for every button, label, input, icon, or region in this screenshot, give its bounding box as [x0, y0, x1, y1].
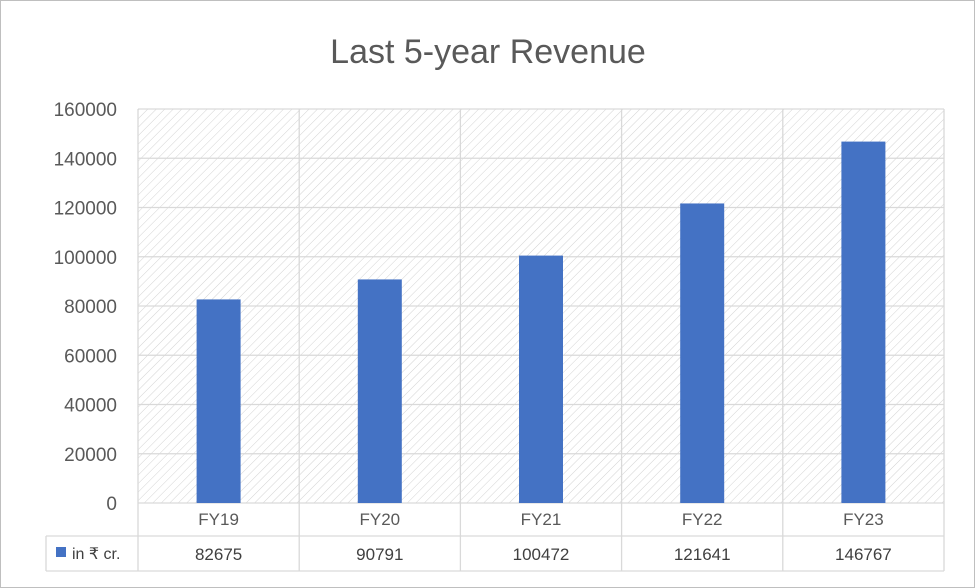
bar [680, 203, 725, 503]
y-tick-label: 0 [106, 494, 117, 515]
chart-title: Last 5-year Revenue [330, 33, 646, 71]
legend-swatch [56, 547, 66, 557]
x-category-label: FY21 [521, 510, 562, 529]
data-table-value: 90791 [356, 545, 403, 564]
y-tick-label: 20000 [64, 445, 117, 466]
y-tick-label: 40000 [64, 396, 117, 417]
bar [519, 255, 563, 503]
x-category-label: FY22 [682, 510, 723, 529]
y-tick-label: 160000 [54, 100, 117, 121]
data-table-value: 121641 [674, 545, 731, 564]
data-table-value: 82675 [195, 545, 242, 564]
y-tick-label: 100000 [54, 248, 117, 269]
legend-label: in ₹ cr. [72, 546, 120, 563]
bar [841, 141, 886, 504]
data-table-value: 100472 [513, 545, 570, 564]
y-tick-label: 80000 [64, 297, 117, 318]
y-tick-label: 140000 [54, 149, 117, 170]
plot-area: 0 20000 40000 60000 80000 100000 120000 140000 1… [45, 100, 945, 572]
bar [357, 279, 402, 503]
x-category-label: FY20 [359, 510, 400, 529]
data-table-value: 146767 [835, 545, 892, 564]
x-category-label: FY23 [843, 510, 884, 529]
x-category-label: FY19 [198, 510, 239, 529]
y-tick-label: 120000 [54, 199, 117, 220]
y-tick-label: 60000 [64, 346, 117, 367]
bar [196, 299, 241, 503]
